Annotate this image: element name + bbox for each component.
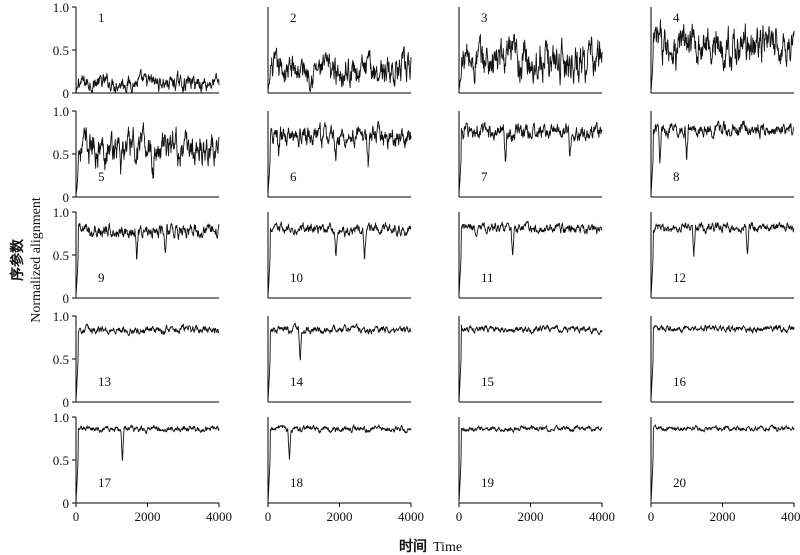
panel-15: 15 [458, 316, 603, 403]
x-tick-label: 0 [265, 509, 272, 524]
x-tick-label: 2000 [710, 509, 736, 524]
panel-1: 0 0.5 1.0 1 [53, 0, 220, 101]
panel-label-8: 8 [673, 169, 680, 184]
panel-4: 4 [650, 7, 795, 94]
x-tick-label: 0 [648, 509, 655, 524]
y-tick-label: 1.0 [53, 104, 69, 119]
y-tick-label: 0 [63, 291, 70, 306]
panel-20: 0 2000 4000 20 [648, 417, 800, 524]
y-axis-label-cn: 序参数 [9, 238, 26, 281]
series-line-7 [458, 121, 603, 196]
series-line-19 [458, 424, 603, 504]
panel-label-10: 10 [290, 270, 303, 285]
series-line-8 [650, 120, 795, 197]
panel-16: 16 [650, 316, 795, 403]
panel-label-5: 5 [98, 169, 105, 184]
panel-label-13: 13 [98, 374, 111, 389]
y-axis-label-en: Normalized alignment [29, 197, 44, 323]
panel-10: 10 [267, 212, 412, 299]
panel-3: 3 [458, 7, 603, 94]
series-line-14 [267, 322, 412, 403]
x-axis-label-cn: 时间 [399, 538, 427, 555]
panel-8: 8 [650, 111, 795, 198]
series-line-15 [458, 324, 603, 403]
series-line-4 [650, 19, 795, 92]
series-line-18 [267, 424, 412, 504]
x-tick-label: 2000 [327, 509, 353, 524]
series-line-1 [75, 68, 220, 94]
x-tick-label: 4000 [781, 509, 800, 524]
series-line-12 [650, 221, 795, 299]
panel-label-14: 14 [290, 374, 304, 389]
panel-13: 0 0.5 1.0 13 [53, 309, 220, 410]
series-line-11 [458, 220, 603, 298]
panel-label-2: 2 [290, 10, 297, 25]
y-tick-label: 0.5 [53, 352, 69, 367]
panel-2: 2 [267, 7, 412, 94]
panel-label-20: 20 [673, 475, 686, 490]
series-line-6 [267, 120, 412, 196]
panel-7: 7 [458, 111, 603, 198]
x-tick-label: 2000 [135, 509, 161, 524]
y-tick-label: 0.5 [53, 248, 69, 263]
series-line-10 [267, 221, 412, 298]
series-line-16 [650, 324, 795, 403]
panel-label-4: 4 [673, 10, 680, 25]
x-tick-label: 0 [73, 509, 80, 524]
y-tick-label: 0 [63, 190, 70, 205]
x-axis-label: 时间 Time [399, 538, 462, 555]
y-tick-label: 0.5 [53, 453, 69, 468]
series-line-3 [458, 33, 603, 92]
panel-label-11: 11 [481, 270, 494, 285]
panel-label-6: 6 [290, 169, 297, 184]
y-tick-label: 1.0 [53, 410, 69, 425]
series-line-13 [75, 323, 220, 403]
x-axis-label-en: Time [433, 540, 462, 555]
panel-18: 0 2000 4000 18 [265, 417, 424, 524]
y-tick-label: 0 [63, 395, 70, 410]
x-tick-label: 4000 [206, 509, 232, 524]
series-line-17 [75, 424, 220, 504]
panel-14: 14 [267, 316, 412, 403]
series-line-2 [267, 46, 412, 93]
panel-label-16: 16 [673, 374, 687, 389]
panel-grid: 00.51.01 2 3 400.51.05 6 7 800.51.09 10 11 1200.5… [53, 0, 800, 524]
panel-11: 11 [458, 212, 603, 299]
y-tick-label: 0 [63, 496, 70, 511]
y-tick-label: 0.5 [53, 43, 69, 58]
x-tick-label: 0 [456, 509, 463, 524]
x-tick-label: 2000 [518, 509, 544, 524]
panel-5: 0 0.5 1.0 5 [53, 104, 220, 205]
panel-label-18: 18 [290, 475, 303, 490]
y-tick-label: 1.0 [53, 205, 69, 220]
y-tick-label: 0.5 [53, 147, 69, 162]
series-line-20 [650, 424, 795, 504]
y-tick-label: 0 [63, 86, 70, 101]
panel-label-17: 17 [98, 475, 112, 490]
panel-12: 12 [650, 212, 795, 299]
panel-label-3: 3 [481, 10, 488, 25]
panel-19: 0 2000 4000 19 [456, 417, 615, 524]
panel-6: 6 [267, 111, 412, 198]
series-line-5 [75, 122, 220, 196]
panel-label-15: 15 [481, 374, 494, 389]
x-tick-label: 4000 [398, 509, 424, 524]
series-line-9 [75, 222, 220, 297]
panel-label-1: 1 [98, 10, 105, 25]
panel-label-12: 12 [673, 270, 686, 285]
panel-label-9: 9 [98, 270, 105, 285]
panel-label-19: 19 [481, 475, 494, 490]
panel-9: 0 0.5 1.0 9 [53, 205, 220, 306]
panel-label-7: 7 [481, 169, 488, 184]
panel-17: 0 0.5 1.0 0 2000 4000 17 [53, 410, 232, 524]
y-tick-label: 1.0 [53, 309, 69, 324]
x-tick-label: 4000 [589, 509, 615, 524]
y-tick-label: 1.0 [53, 0, 69, 15]
y-axis-label: 序参数 Normalized alignment [9, 197, 44, 323]
